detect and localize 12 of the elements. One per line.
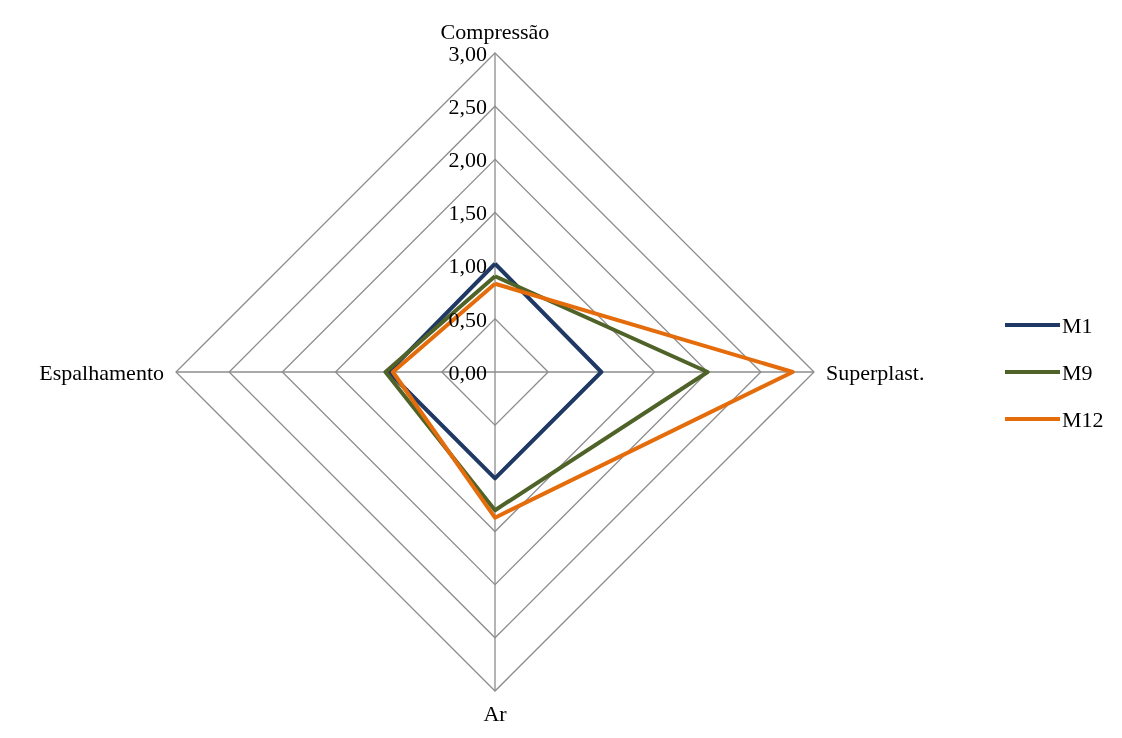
legend-label: M1 xyxy=(1062,312,1093,338)
y-tick-label: 1,00 xyxy=(448,253,487,279)
y-tick-label: 0,00 xyxy=(448,359,487,385)
spoke-label: Espalhamento xyxy=(39,359,164,385)
legend-label: M12 xyxy=(1062,406,1104,432)
spoke-label: Compressão xyxy=(440,18,550,44)
y-tick-label: 2,50 xyxy=(448,93,487,119)
y-tick-label: 1,50 xyxy=(448,200,487,226)
y-tick-label: 2,00 xyxy=(448,147,487,173)
spoke-label: Ar xyxy=(483,700,508,726)
legend-label: M9 xyxy=(1062,359,1093,385)
spoke-label: Superplast. xyxy=(826,359,925,385)
